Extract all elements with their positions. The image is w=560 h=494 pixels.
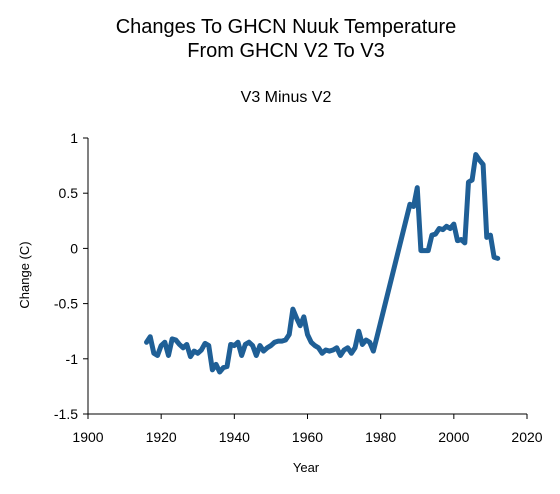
tick-labels: 1 0.5 0 -0.5 -1 -1.5 1900 1920 1940 1960 1980 2000 2… [54,130,543,445]
y-tick-label: -1.5 [54,406,78,422]
x-tick-label: 2000 [438,429,469,445]
y-tick-label: 0.5 [59,185,79,201]
x-axis-label: Year [293,460,320,475]
chart-title-line-2: From GHCN V2 To V3 [187,40,384,62]
y-tick-label: 0 [70,240,78,256]
chart-title-line-1: Changes To GHCN Nuuk Temperature [116,16,457,38]
axes [83,138,527,419]
y-tick-label: 1 [70,130,78,146]
y-tick-label: -1 [66,351,79,367]
x-tick-label: 1900 [72,429,103,445]
series-line [147,155,498,372]
x-tick-label: 1960 [292,429,323,445]
series-group [147,155,498,373]
x-tick-label: 1920 [146,429,177,445]
chart-subtitle: V3 Minus V2 [241,89,332,106]
y-tick-label: -0.5 [54,296,78,312]
x-tick-label: 1980 [365,429,396,445]
y-axis-label: Change (C) [17,241,32,308]
x-tick-label: 1940 [219,429,250,445]
x-tick-label: 2020 [511,429,542,445]
